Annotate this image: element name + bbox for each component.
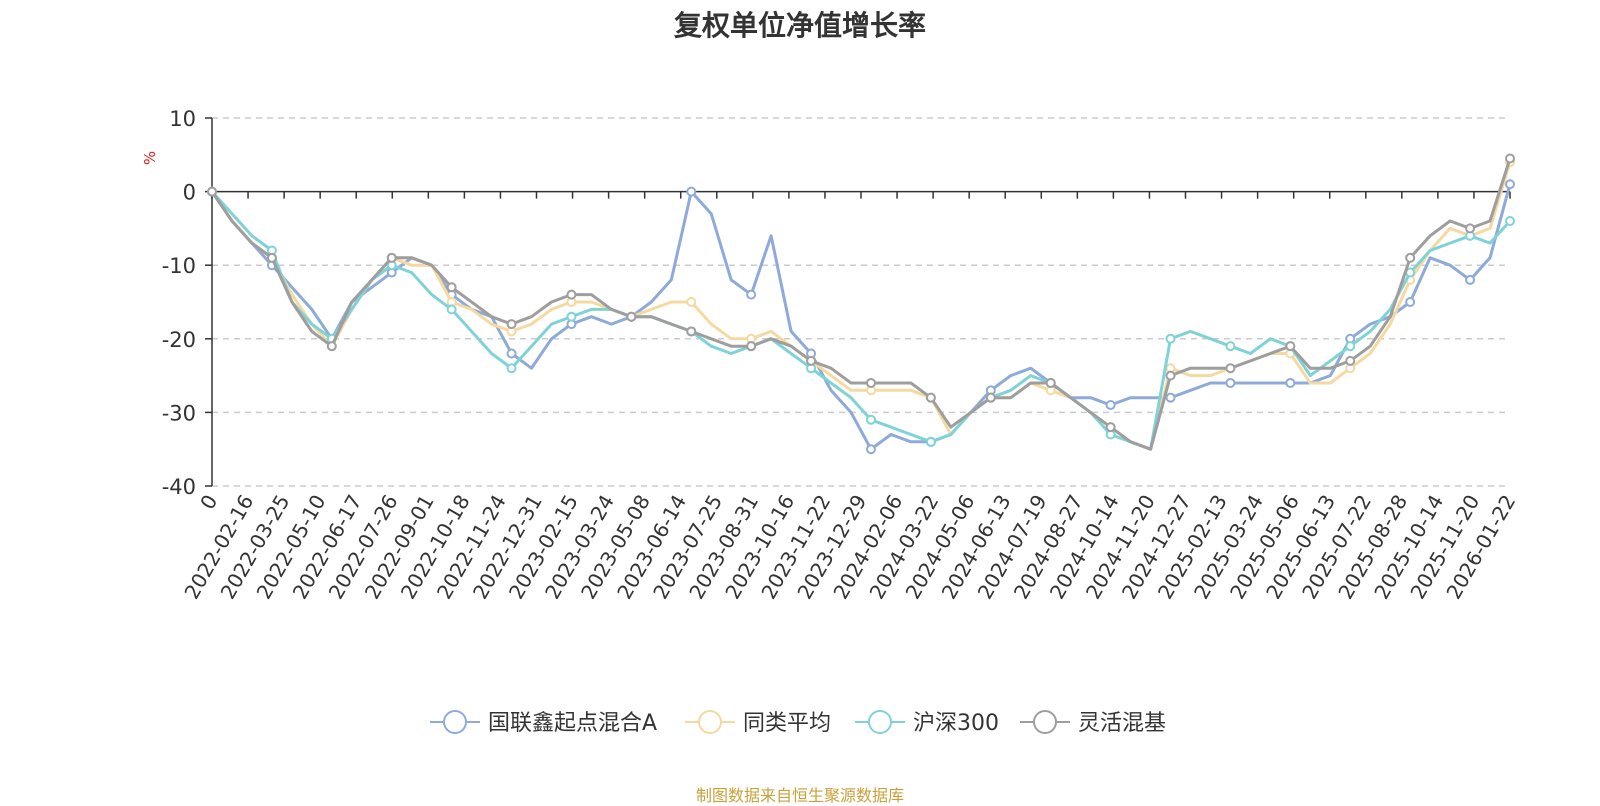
y-tick-label: -10 (162, 254, 196, 278)
series-point (446, 282, 457, 293)
series-point (1465, 274, 1476, 285)
series-point (1105, 400, 1116, 411)
series-point (1045, 377, 1056, 388)
series-point (925, 436, 936, 447)
series-point (1285, 341, 1296, 352)
series-point (985, 392, 996, 403)
series-point (566, 311, 577, 322)
series-point (1225, 363, 1236, 374)
legend-marker (698, 710, 722, 734)
legend-marker (443, 710, 467, 734)
series-point (1505, 179, 1515, 190)
series-point (1345, 341, 1356, 352)
chart-svg: 100-10-20-30-40%02022-02-162022-03-25202… (141, 107, 1520, 736)
series-lines (207, 153, 1515, 455)
legend-marker (868, 710, 892, 734)
y-tick-label: -40 (162, 475, 196, 499)
axes: 100-10-20-30-40%02022-02-162022-03-25202… (141, 107, 1520, 603)
y-axis-label: % (141, 151, 159, 165)
series-point (326, 341, 337, 352)
series-point (686, 297, 697, 307)
series-point (686, 186, 697, 197)
series-point (1165, 370, 1176, 381)
legend-marker (1033, 710, 1057, 734)
series-line (210, 161, 1512, 451)
series-point (506, 348, 517, 359)
series-point (1165, 333, 1176, 344)
series-point (1165, 392, 1176, 403)
legend: 国联鑫起点混合A 同类平均 沪深300 灵活混基 (430, 710, 1166, 736)
series-point (746, 341, 757, 352)
series-point (686, 326, 697, 337)
series-point (506, 319, 517, 330)
grid-lines (212, 117, 1510, 487)
series-point (386, 252, 397, 263)
y-tick-label: -30 (162, 401, 196, 425)
series-line (210, 158, 1512, 451)
series-point (266, 252, 277, 263)
series-point (207, 186, 217, 197)
series-line (210, 190, 1512, 451)
y-tick-label: 0 (183, 181, 196, 205)
legend-label: 灵活混基 (1078, 711, 1166, 736)
series-point (446, 304, 457, 315)
series-point (806, 355, 817, 366)
y-tick-label: 10 (169, 107, 196, 131)
series-point (865, 414, 876, 425)
series-point (925, 392, 936, 403)
series-point (1345, 355, 1356, 366)
series-point (746, 289, 757, 300)
legend-label: 沪深300 (913, 711, 999, 736)
series-point (1405, 297, 1416, 307)
series-point (1225, 377, 1236, 388)
y-tick-label: -20 (162, 328, 196, 352)
source-note: 制图数据来自恒生聚源数据库 (695, 786, 904, 805)
series-point (566, 289, 577, 300)
series-point (1285, 377, 1296, 388)
series-point (1105, 422, 1116, 433)
series-point (1505, 216, 1515, 227)
series-point (1405, 252, 1416, 263)
series-point (1465, 223, 1476, 234)
series-point (626, 311, 637, 322)
chart-title: 复权单位净值增长率 (673, 9, 926, 42)
series-point (865, 377, 876, 388)
series-point (1505, 153, 1515, 164)
series-point (506, 363, 517, 374)
legend-label: 同类平均 (743, 711, 831, 736)
series-point (865, 444, 876, 455)
series-point (1225, 341, 1236, 352)
legend-label: 国联鑫起点混合A (488, 711, 657, 736)
x-tick-label: 0 (195, 491, 222, 514)
